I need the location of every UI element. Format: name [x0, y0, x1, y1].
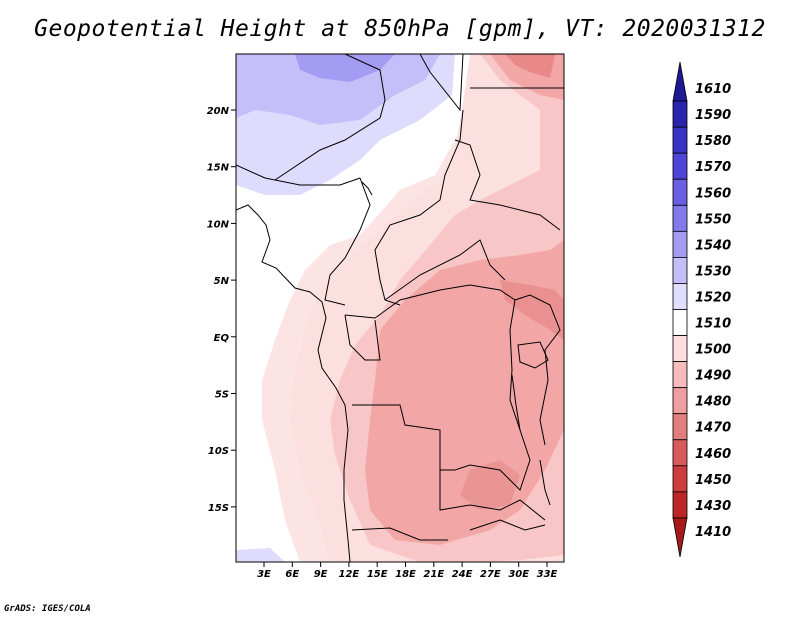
lon-label: 12E [339, 569, 360, 580]
border-congo-gabon [344, 314, 381, 361]
border-nigeria-niger [236, 164, 361, 186]
colorbar-label: 1510 [695, 317, 731, 332]
lon-label: 3E [257, 569, 271, 580]
field-east-dark [500, 280, 564, 340]
lon-label: 21E [423, 569, 444, 580]
colorbar-label: 1490 [695, 369, 731, 384]
colorbar-segment [672, 335, 688, 363]
colorbar-label: 1480 [695, 395, 731, 410]
border-chad-east [374, 109, 464, 306]
border-lake-chad [361, 181, 373, 196]
colorbar-label: 1470 [695, 421, 731, 436]
border-south-sudan [454, 139, 561, 231]
colorbar-label: 1610 [695, 82, 731, 97]
colorbar-segment [672, 100, 688, 128]
colorbar-segment [672, 387, 688, 415]
lon-label: 24E [452, 569, 473, 580]
colorbar: 1610 1590 1580 1570 1560 1550 1540 1530 1520 1510… [672, 61, 731, 558]
colorbar-segment [672, 491, 688, 519]
colorbar-label: 1530 [695, 264, 731, 279]
colorbar-segment [672, 309, 688, 336]
colorbar-segment [672, 230, 688, 258]
lat-label: 10N [207, 219, 230, 230]
border-namibia [351, 527, 448, 541]
lon-label: 18E [395, 569, 416, 580]
border-lake-tanganyika [511, 374, 521, 431]
colorbar-segment [672, 283, 688, 310]
colorbar-segment [672, 152, 688, 180]
colorbar-segment [672, 439, 688, 467]
colorbar-label: 1590 [695, 108, 731, 123]
border-car-north [384, 239, 506, 301]
colorbar-label: 1570 [695, 160, 731, 175]
border-lake-victoria [517, 341, 549, 369]
border-east-africa [514, 294, 561, 446]
colorbar-segment [672, 413, 688, 441]
colorbar-label: 1560 [695, 186, 731, 201]
colorbar-segment [672, 361, 688, 389]
lon-label: 30E [508, 569, 529, 580]
colorbar-label: 1520 [695, 290, 731, 305]
lon-label: 27E [480, 569, 501, 580]
border-zambia-south [469, 519, 546, 531]
border-angola-zambia [439, 470, 546, 521]
colorbar-segment [672, 465, 688, 493]
colorbar-segment [672, 517, 688, 558]
chart-title: Geopotential Height at 850hPa [gpm], VT:… [34, 16, 766, 42]
field-darkblue-region [295, 54, 395, 82]
field-deeppink-region [365, 240, 564, 545]
colorbar-segment [672, 204, 688, 232]
lat-label: 5N [214, 276, 230, 287]
border-cameroon [324, 177, 371, 306]
border-libya-chad [274, 54, 386, 181]
colorbar-label: 1550 [695, 212, 731, 227]
border-lake-malawi [539, 459, 551, 506]
border-sudan-west [419, 54, 464, 112]
field-midblue-region [236, 54, 440, 125]
longitude-axis: 3E 6E 9E 12E 15E 18E 21E 24E 27E 30E 33E [257, 562, 558, 580]
colorbar-label: 1500 [695, 343, 731, 358]
colorbar-label: 1410 [695, 525, 731, 540]
field-blue-corner-sw [236, 548, 285, 562]
colorbar-segment [672, 178, 688, 206]
lat-label: 15N [207, 163, 230, 174]
lat-label: EQ [214, 333, 230, 344]
credit-text: GrADS: IGES/COLA [4, 604, 91, 614]
lon-label: 9E [314, 569, 328, 580]
lat-label: 20N [207, 106, 230, 117]
field-se-dark [460, 460, 520, 510]
lon-label: 15E [367, 569, 388, 580]
colorbar-label: 1540 [695, 238, 731, 253]
lat-label: 10S [208, 446, 229, 457]
latitude-axis: 20N 15N 10N 5N EQ 5S 10S 15S [207, 106, 236, 514]
colorbar-label: 1460 [695, 447, 731, 462]
colorbar-label: 1430 [695, 499, 731, 514]
coastline-west [236, 204, 351, 562]
colorbar-segment [672, 61, 688, 102]
lon-label: 6E [285, 569, 299, 580]
lon-label: 33E [537, 569, 558, 580]
height-field [236, 54, 564, 562]
lat-label: 15S [208, 503, 229, 514]
field-ne-dark [505, 54, 555, 78]
map-frame [235, 53, 565, 563]
colorbar-label: 1580 [695, 134, 731, 149]
colorbar-label: 1450 [695, 473, 731, 488]
lat-label: 5S [215, 390, 229, 401]
colorbar-segment [672, 256, 688, 284]
boundaries [236, 54, 564, 562]
colorbar-segment [672, 126, 688, 154]
